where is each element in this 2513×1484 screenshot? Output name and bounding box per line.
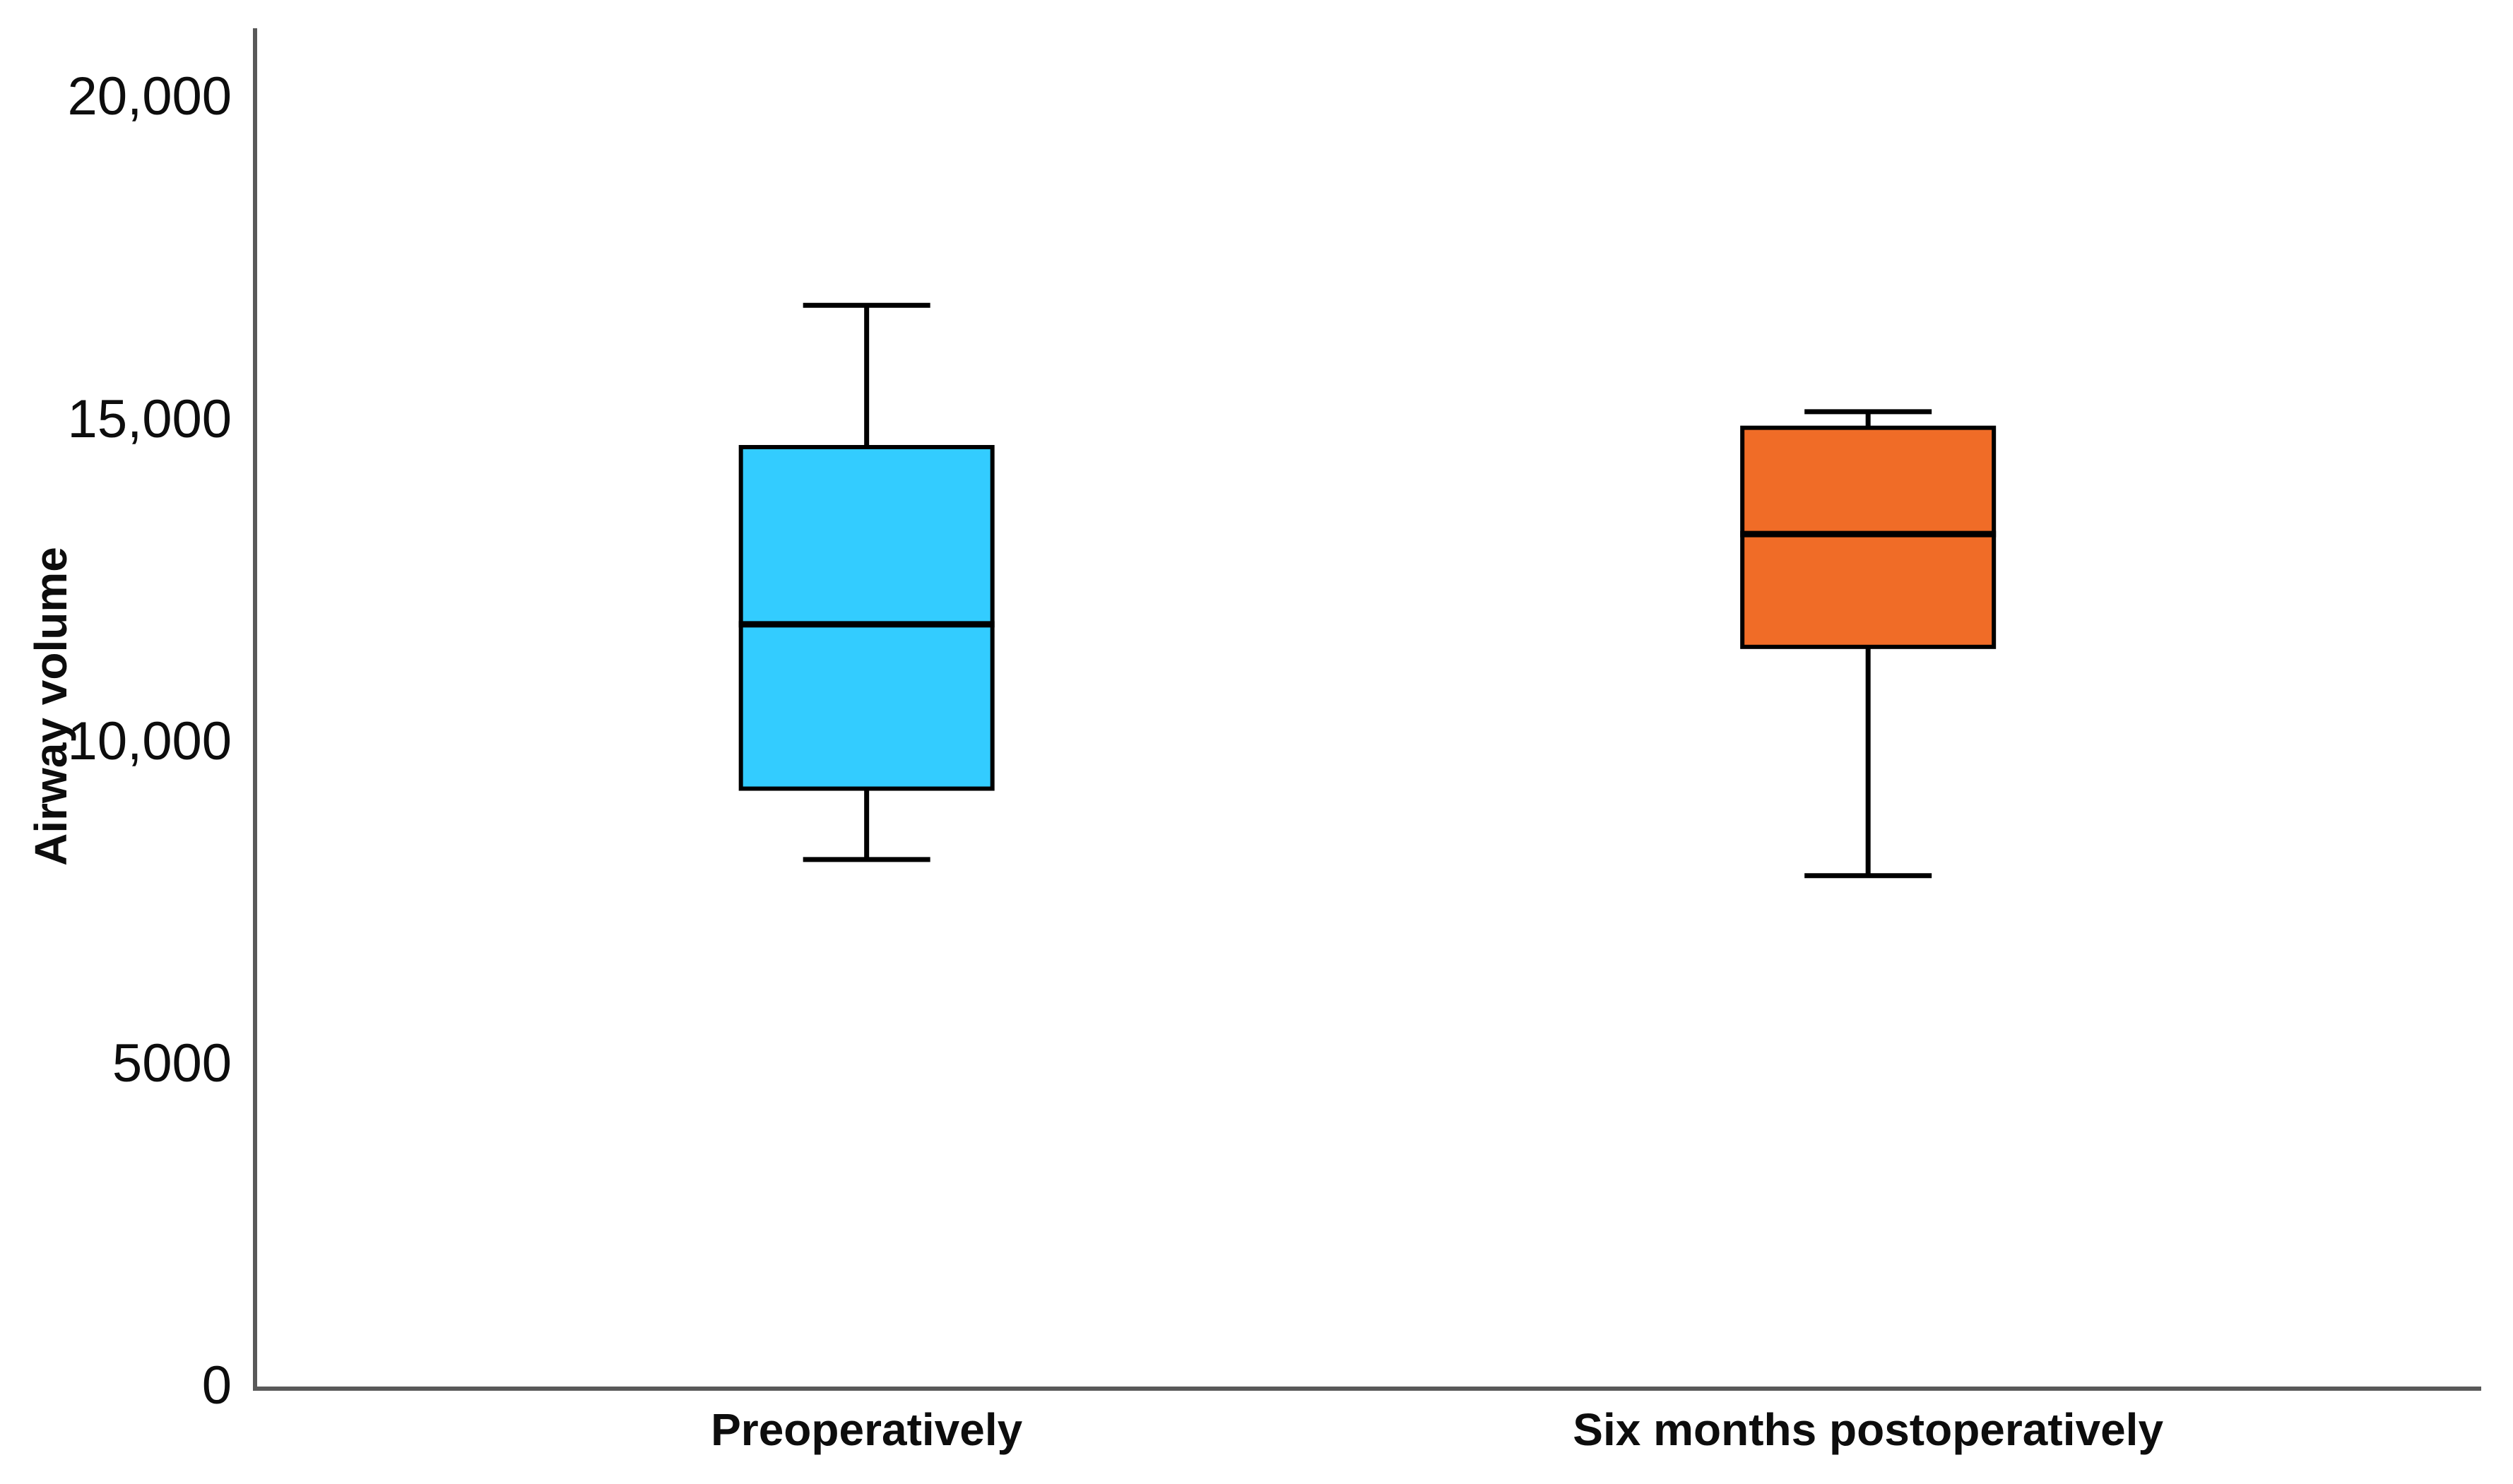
y-axis-title: Airway volume [25,547,76,866]
y-axis-line [253,28,257,1391]
y-tick-label: 10,000 [67,711,232,771]
x-category-label-preoperatively: Preoperatively [711,1404,1023,1455]
y-tick-label: 15,000 [67,388,232,449]
x-axis-line [253,1387,2481,1391]
y-tick-label: 0 [201,1355,232,1415]
y-tick-label: 5000 [112,1033,232,1093]
boxplot-six-months-postoperatively [1740,409,1997,879]
x-category-label-six-months-postoperatively: Six months postoperatively [1573,1404,2164,1455]
y-tick-label: 20,000 [67,66,232,127]
iqr-box [738,445,995,791]
iqr-box [1740,425,1997,649]
plot-area [738,302,1997,879]
boxplot-preoperatively [738,302,995,862]
